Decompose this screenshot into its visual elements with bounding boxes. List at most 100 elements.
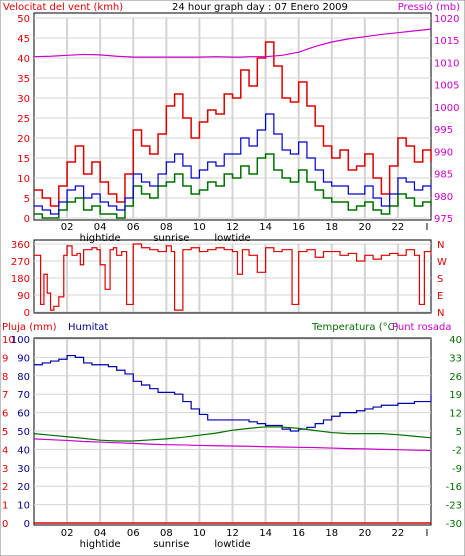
wind-speed-label: Velocitat del vent (kmh)	[3, 2, 123, 13]
lower-hour-label: 08	[160, 528, 173, 539]
wind-speed-tick-label: 15	[17, 154, 30, 165]
wind-panel	[33, 12, 432, 221]
temperature-tick-label: -30	[446, 519, 462, 530]
wind-end-marker: I	[426, 222, 429, 233]
tide-mark-label: sunrise	[153, 233, 189, 244]
direction-compass-tick-label: N	[437, 240, 444, 251]
humidity-line	[34, 354, 432, 432]
direction-degree-tick-label: 180	[11, 274, 30, 285]
temperature-tick-label: 19	[449, 390, 462, 401]
humidity-tick-label: 90	[17, 353, 30, 364]
tide-mark-label: lowtide	[214, 539, 250, 550]
tide-mark-label: hightide	[80, 233, 121, 244]
tide-mark-label: hightide	[80, 539, 121, 550]
lower-hour-label: 04	[94, 528, 107, 539]
pressure-tick-label: 980	[434, 192, 453, 203]
temperature-tick-label: 12	[449, 409, 462, 420]
wind-hour-label: 10	[193, 222, 206, 233]
lower-hour-label: 12	[226, 528, 239, 539]
wind-hour-label: 02	[61, 222, 74, 233]
rain-tick-label: 6	[2, 409, 8, 420]
direction-degree-tick-label: 90	[17, 291, 30, 302]
wind-hour-label: 16	[292, 222, 305, 233]
humidity-tick-label: 60	[17, 409, 30, 420]
temperature-line	[33, 426, 432, 442]
rain-tick-label: 2	[2, 482, 8, 493]
wind-speed-tick-label: 35	[17, 74, 30, 85]
rain-tick-label: 10	[2, 335, 15, 346]
wind-speed-tick-label: 0	[24, 214, 30, 225]
wind-hour-label: 14	[259, 222, 272, 233]
rain-tick-label: 5	[2, 427, 8, 438]
direction-compass-tick-label: N	[437, 308, 444, 319]
pressure-line	[33, 28, 432, 58]
rain-label: Pluja (mm)	[2, 322, 57, 333]
lower-hour-label: 22	[392, 528, 405, 539]
wind-speed-tick-label: 50	[17, 14, 30, 25]
graph-title: 24 hour graph day : 07 Enero 2009	[172, 2, 348, 13]
humidity-tick-label: 80	[17, 372, 30, 383]
lower-hour-label: 10	[193, 528, 206, 539]
wind-speed-tick-label: 25	[17, 114, 30, 125]
wind-speed-tick-label: 40	[17, 54, 30, 65]
pressure-tick-label: 1020	[434, 14, 459, 25]
wind-average-line	[34, 113, 432, 215]
wind-gust-line	[34, 41, 432, 207]
axis-layer: 0510152025303540455097598098599099510001…	[2, 14, 462, 550]
lower-end-marker: I	[426, 528, 429, 539]
humidity-tick-label: 20	[17, 482, 30, 493]
rain-tick-label: 3	[2, 464, 8, 475]
pressure-label: Pressió (mb)	[398, 1, 460, 13]
lower-hour-label: 18	[325, 528, 338, 539]
wind-speed-tick-label: 5	[24, 194, 30, 205]
humidity-tick-label: 100	[11, 335, 30, 346]
rain-tick-label: 9	[2, 353, 8, 364]
rain-tick-label: 8	[2, 372, 8, 383]
wind-direction-line	[34, 243, 432, 311]
humidity-tick-label: 70	[17, 390, 30, 401]
pressure-tick-label: 990	[434, 147, 453, 158]
pressure-tick-label: 995	[434, 125, 453, 136]
pressure-tick-label: 985	[434, 170, 453, 181]
direction-compass-tick-label: W	[437, 257, 447, 268]
direction-compass-tick-label: E	[437, 291, 443, 302]
wind-hour-label: 12	[226, 222, 239, 233]
dewpoint-label: Punt rosada	[392, 322, 451, 333]
rain-tick-label: 7	[2, 390, 8, 401]
wind-hour-label: 08	[160, 222, 173, 233]
temperature-tick-label: 26	[449, 372, 462, 383]
pressure-tick-label: 1010	[434, 58, 459, 69]
wind-hour-label: 20	[358, 222, 371, 233]
humidity-tick-label: 50	[17, 427, 30, 438]
temperature-tick-label: 40	[449, 335, 462, 346]
pressure-tick-label: 1000	[434, 103, 459, 114]
direction-degree-tick-label: 270	[11, 257, 30, 268]
wind-hour-label: 06	[127, 222, 140, 233]
humidity-tick-label: 0	[24, 519, 30, 530]
pressure-tick-label: 1005	[434, 81, 459, 92]
temperature-tick-label: 5	[456, 427, 462, 438]
lower-hour-label: 16	[292, 528, 305, 539]
temperature-tick-label: -16	[446, 482, 462, 493]
tide-mark-label: lowtide	[214, 233, 250, 244]
humidity-tick-label: 40	[17, 445, 30, 456]
wind-speed-line	[34, 153, 432, 219]
wind-hour-label: 04	[94, 222, 107, 233]
wind-hour-label: 18	[325, 222, 338, 233]
pressure-tick-label: 975	[434, 214, 453, 225]
temperature-label: Temperatura (°C)	[311, 322, 399, 333]
lower-hour-label: 20	[358, 528, 371, 539]
lower-hour-label: 14	[259, 528, 272, 539]
temperature-tick-label: -23	[446, 501, 462, 512]
temperature-tick-label: 33	[449, 353, 462, 364]
direction-degree-tick-label: 0	[24, 308, 30, 319]
rain-tick-label: 4	[2, 445, 8, 456]
direction-panel	[33, 239, 432, 314]
temperature-tick-label: -9	[452, 464, 462, 475]
direction-degree-tick-label: 360	[11, 240, 30, 251]
wind-speed-tick-label: 45	[17, 34, 30, 45]
rain-tick-label: 1	[2, 501, 8, 512]
wind-speed-tick-label: 30	[17, 94, 30, 105]
humidity-tick-label: 10	[17, 501, 30, 512]
